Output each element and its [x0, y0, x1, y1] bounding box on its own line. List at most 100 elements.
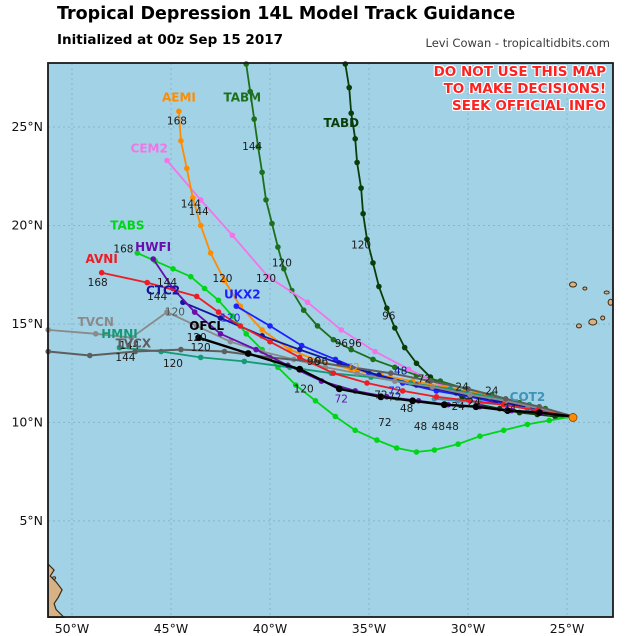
track-point-HMNI: [116, 344, 123, 351]
track-point-CEM2: [229, 232, 236, 239]
track-point-UKX2: [233, 303, 240, 310]
y-tick-label: 10°N: [11, 414, 43, 429]
track-point-TABD: [376, 283, 382, 290]
track-point-TABM: [300, 307, 307, 314]
hour-label-120: 120: [294, 383, 314, 395]
x-tick-label: 40°W: [253, 621, 288, 636]
track-point-TABS: [292, 382, 299, 388]
track-point-TABS: [170, 266, 176, 272]
track-point-TABS: [215, 297, 222, 304]
track-point-TABM: [275, 244, 281, 250]
track-point-AEMI: [197, 222, 204, 229]
track-point-OFCL: [440, 401, 448, 409]
hour-label-120: 120: [256, 273, 276, 285]
track-point-OFCL: [535, 409, 543, 416]
disclaimer-text: DO NOT USE THIS MAP TO MAKE DECISIONS! S…: [434, 64, 606, 115]
y-tick-label: 25°N: [11, 119, 43, 134]
map-frame: [47, 62, 614, 618]
track-point-AVNI: [399, 388, 406, 394]
map-water: [48, 63, 613, 617]
disclaimer-line: SEEK OFFICIAL INFO: [452, 98, 606, 114]
track-point-OFCL: [377, 393, 385, 401]
hour-label-48: 48: [432, 421, 445, 433]
track-point-UKX2: [267, 323, 273, 329]
hour-label-72: 72: [378, 417, 391, 429]
track-point-TVCX: [178, 346, 184, 353]
track-point-CEM2: [265, 273, 271, 280]
track-point-AEMI: [259, 327, 265, 333]
hour-label-144: 144: [119, 340, 139, 352]
track-point-AVNI: [500, 401, 507, 408]
track-point-TVCN: [164, 309, 170, 315]
model-label-AVNI: AVNI: [86, 252, 118, 266]
track-point-TABD: [342, 61, 349, 67]
hour-label-144: 144: [242, 141, 262, 153]
hour-label-24: 24: [503, 403, 517, 415]
track-point-CEM2: [405, 366, 412, 373]
track-point-TVCX: [87, 352, 93, 359]
x-tick-label: 45°W: [154, 621, 189, 636]
track-point-AVNI: [433, 394, 440, 400]
track-point-HWFI: [191, 309, 198, 315]
y-tick-label: 15°N: [11, 316, 43, 331]
hour-label-96: 96: [307, 356, 321, 368]
track-point-AEMI: [184, 165, 190, 172]
y-tick-label: 5°N: [19, 513, 43, 528]
hour-label-144: 144: [147, 291, 167, 303]
cape-verde-island: [568, 281, 577, 288]
track-point-TVCN: [429, 384, 436, 390]
track-point-OFCL: [409, 397, 416, 405]
track-point-TVCX: [502, 396, 509, 402]
hour-label-120: 120: [272, 257, 292, 269]
track-point-TABD: [364, 236, 370, 243]
track-point-TABD: [360, 210, 366, 217]
track-point-AVNI: [296, 354, 303, 361]
hour-label-144: 144: [157, 277, 177, 289]
track-point-TABS: [229, 313, 236, 319]
track-point-TABM: [255, 143, 261, 150]
track-point-TABS: [393, 445, 400, 451]
model-label-COT2: COT2: [510, 390, 546, 404]
track-point-TVCX: [388, 370, 394, 377]
hour-label-120: 120: [220, 313, 240, 325]
hour-label-72: 72: [388, 391, 401, 403]
track-point-TABM: [269, 220, 275, 227]
track-point-AVNI: [467, 398, 473, 404]
track-point-OFCL: [504, 407, 511, 414]
page-title: Tropical Depression 14L Model Track Guid…: [57, 4, 516, 24]
cape-verde-island: [588, 318, 598, 326]
track-point-AVNI: [98, 269, 105, 276]
track-point-TVCN: [467, 392, 473, 398]
track-point-TABM: [370, 356, 376, 363]
x-tick-label: 35°W: [352, 621, 387, 636]
x-tick-label: 50°W: [55, 621, 90, 636]
model-label-AEMI: AEMI: [162, 90, 196, 104]
track-point-TVCX: [465, 386, 471, 392]
track-point-TABM: [392, 364, 398, 371]
hour-label-120: 120: [187, 332, 207, 344]
hour-label-168: 168: [88, 277, 108, 289]
track-point-TABD: [358, 185, 364, 191]
track-point-AVNI: [330, 370, 337, 377]
track-point-CEM2: [164, 157, 170, 164]
track-point-OFCL: [244, 350, 252, 357]
track-point-TVCN: [354, 370, 360, 377]
track-point-CEM2: [304, 299, 311, 306]
track-point-TABD: [348, 110, 355, 116]
track-point-TVCN: [392, 378, 398, 384]
hour-label-168: 168: [167, 116, 187, 128]
track-point-CTC2: [296, 346, 303, 353]
track-point-HWFI: [150, 256, 156, 262]
model-label-OFCL: OFCL: [189, 319, 224, 333]
track-point-TVCX: [221, 348, 228, 355]
track-point-TABS: [312, 398, 319, 404]
hour-label-120: 120: [165, 307, 185, 319]
track-point-TABS: [477, 433, 483, 440]
hour-label-120: 120: [191, 342, 211, 354]
hour-label-120: 120: [163, 358, 183, 370]
hour-label-48: 48: [400, 403, 413, 415]
track-point-TABS: [134, 250, 141, 256]
track-point-TABS: [352, 427, 359, 434]
